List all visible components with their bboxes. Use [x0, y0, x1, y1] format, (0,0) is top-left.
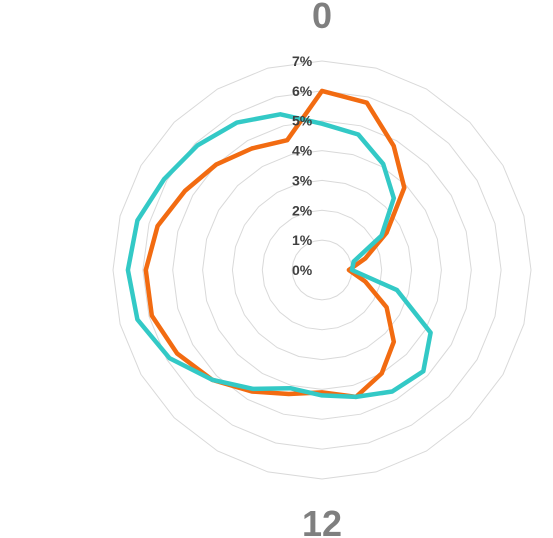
series-line-2 — [125, 112, 433, 400]
grid-ring-4 — [202, 150, 442, 390]
tick-label-7: 7% — [292, 53, 313, 69]
grid-ring-1 — [291, 239, 353, 301]
tick-label-5: 5% — [292, 113, 313, 129]
tick-label-1: 1% — [292, 232, 313, 248]
tick-label-6: 6% — [292, 83, 313, 99]
grid-ring-2 — [261, 209, 383, 331]
grid-ring-7 — [112, 60, 532, 480]
series-layer — [125, 88, 433, 400]
tick-label-2: 2% — [292, 202, 313, 218]
hour-labels: 06pm12 — [302, 0, 342, 538]
tick-label-3: 3% — [292, 172, 313, 188]
grid-ring-3 — [231, 179, 413, 361]
tick-label-4: 4% — [292, 143, 313, 159]
series-line-1 — [143, 88, 407, 400]
grid-ring-5 — [172, 120, 472, 420]
radial-tick-labels: 0% 1% 2% 3% 4% 5% 6% 7% — [292, 53, 313, 278]
hour-label-12: 12 — [302, 503, 342, 538]
grid-ring-6 — [142, 90, 502, 450]
hour-label-0: 0 — [312, 0, 332, 36]
tick-label-0: 0% — [292, 262, 313, 278]
